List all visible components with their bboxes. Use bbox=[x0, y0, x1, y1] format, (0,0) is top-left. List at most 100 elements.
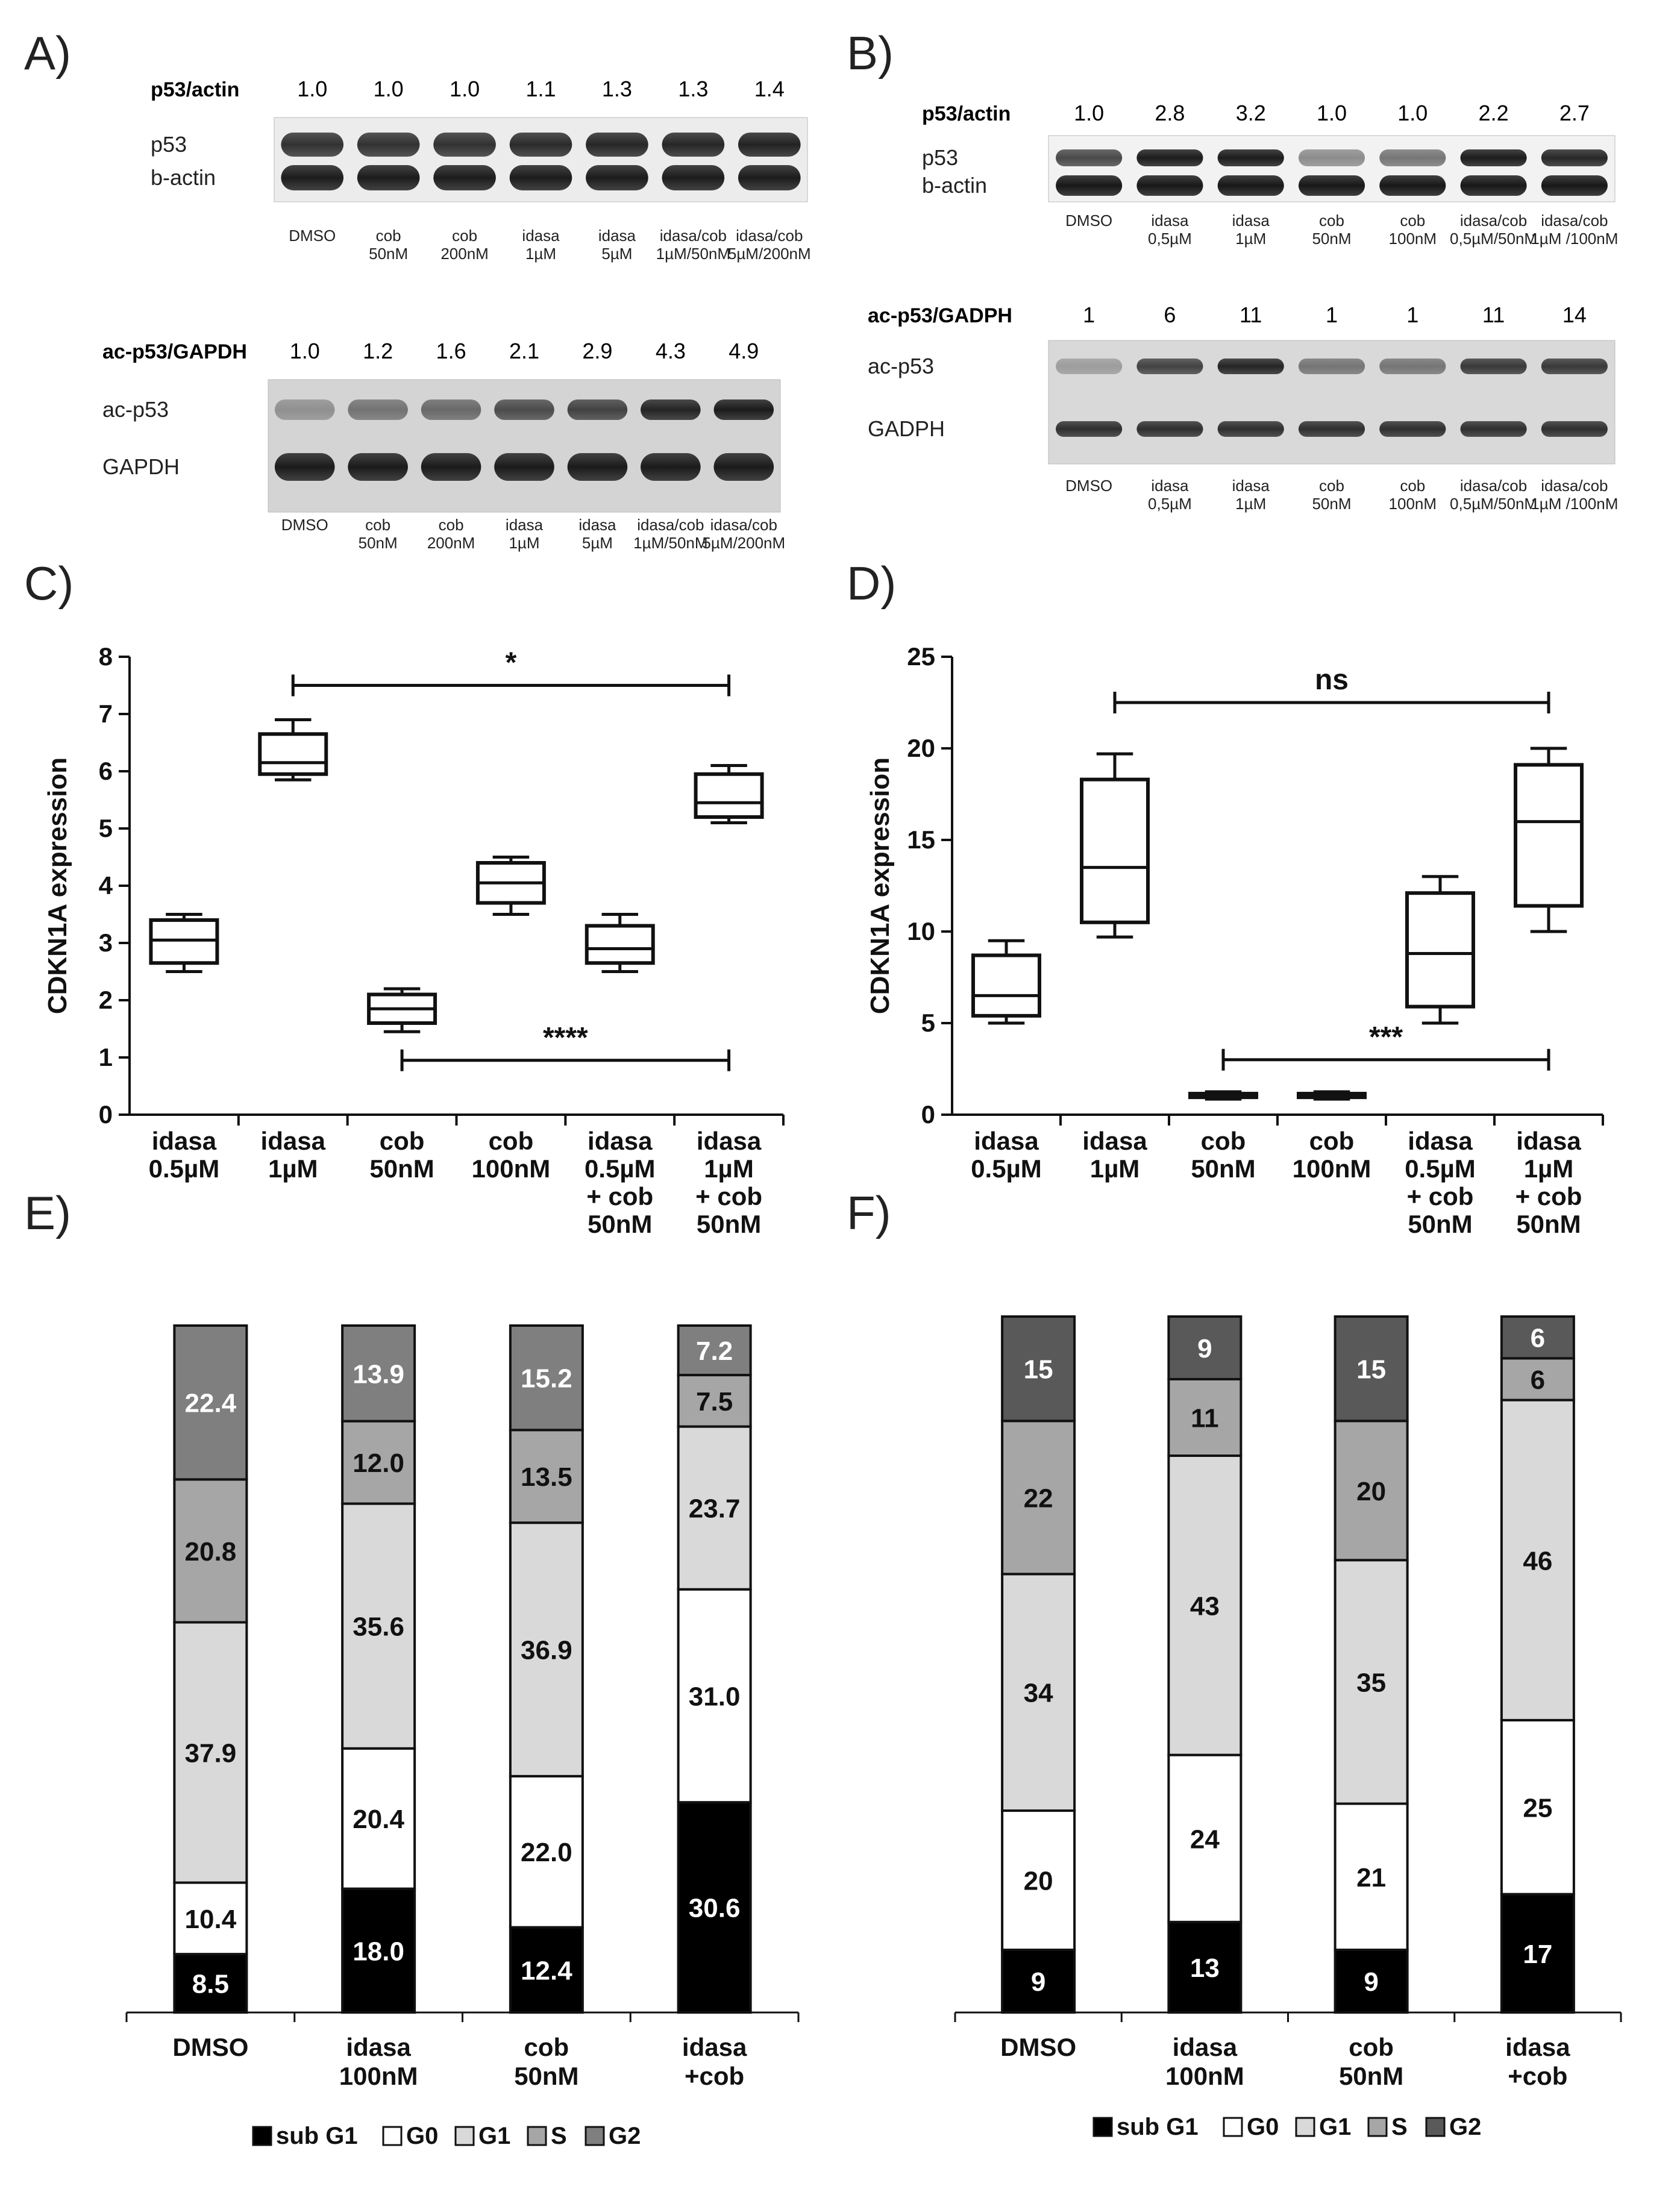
chartF-segment-label: 11 bbox=[1191, 1403, 1219, 1433]
blot-a2-lane-label: idasa/cob bbox=[637, 516, 704, 534]
chartE-segment bbox=[341, 1502, 416, 1750]
blot-b2-band bbox=[1217, 421, 1284, 437]
chartF-segment bbox=[1001, 1949, 1076, 2014]
blot-b1-band bbox=[1056, 175, 1123, 196]
blot-b2-band bbox=[1056, 421, 1123, 437]
chartE-segment-label: 13.5 bbox=[521, 1462, 572, 1492]
blot-b1-ratio-label: p53/actin bbox=[922, 102, 1011, 125]
chartE-segment bbox=[677, 1801, 752, 2014]
blot-a1-band-label: p53 bbox=[151, 132, 187, 157]
blot-b1-band bbox=[1298, 149, 1365, 166]
chartD-category-label: 0.5µM bbox=[1405, 1154, 1476, 1183]
blot-a1-lane-label: cob bbox=[376, 227, 401, 245]
blot-a1-lane-label: DMSO bbox=[289, 227, 336, 245]
blot-a2-lane-label: 50nM bbox=[359, 534, 398, 552]
chartF-segment bbox=[1334, 1559, 1409, 1805]
blot-a2-band-label: GAPDH bbox=[102, 454, 180, 479]
chartE-segment bbox=[173, 1881, 248, 1956]
chartD-y-tick-label: 25 bbox=[907, 642, 935, 671]
blot-a2-band bbox=[567, 399, 628, 420]
blot-b1-band bbox=[1379, 149, 1446, 166]
chartF-segment bbox=[1001, 1420, 1076, 1576]
chartE-segment bbox=[173, 1324, 248, 1481]
chartE-legend-label: S bbox=[551, 2123, 567, 2149]
chartC-category-label: idasa bbox=[697, 1127, 762, 1155]
blot-a2-lane-label: cob bbox=[365, 516, 390, 534]
blot-a1-ratio-value: 1.0 bbox=[450, 77, 480, 101]
blot-a1-band bbox=[433, 165, 496, 190]
chartC-y-tick-label: 2 bbox=[99, 986, 113, 1014]
blot-a2-ratio-value: 2.1 bbox=[509, 339, 539, 363]
blot-a1-lane-label: cob bbox=[452, 227, 477, 245]
chartE-segment-label: 30.6 bbox=[689, 1894, 741, 1923]
blot-a2-band bbox=[494, 453, 554, 481]
western-blots: p53/actin 1.0 1.0 1.0 1.1 1.3 1.3 1.4 p53 b-actin… bbox=[102, 77, 1618, 552]
blot-a1-band bbox=[738, 133, 801, 157]
blot-b2-band bbox=[1541, 421, 1608, 437]
blot-a1-ratio-label: p53/actin bbox=[151, 78, 239, 101]
blot-b2-ratio-value: 1 bbox=[1326, 302, 1338, 327]
blot-b2-lane-label: cob bbox=[1400, 477, 1425, 495]
chartF-segment-label: 34 bbox=[1024, 1679, 1053, 1708]
chartE-legend-label: G2 bbox=[609, 2123, 641, 2149]
blot-a1-lane-label: 1µM/50nM bbox=[656, 245, 730, 263]
chartE-segment-label: 23.7 bbox=[689, 1494, 741, 1524]
chartC-box bbox=[258, 732, 328, 776]
chartF-segment-label: 20 bbox=[1356, 1477, 1386, 1506]
blot-b1-lane-label: DMSO bbox=[1065, 211, 1112, 230]
blot-a2-band bbox=[641, 453, 701, 481]
chartE-segment bbox=[509, 1774, 584, 1929]
blot-a1-band bbox=[357, 133, 420, 157]
blot-b2-lane-label: 0,5µM bbox=[1148, 495, 1192, 513]
blot-a1-ratio-value: 1.3 bbox=[678, 77, 708, 101]
chartE-legend-swatch bbox=[527, 2126, 547, 2146]
blot-b2-lane-label: idasa bbox=[1232, 477, 1270, 495]
blot-a1-ratio-value: 1.0 bbox=[374, 77, 404, 101]
chartC-y-tick-label: 4 bbox=[99, 871, 113, 900]
panel-letter-a: A) bbox=[24, 27, 71, 80]
chartC-category-label: 1µM bbox=[704, 1154, 754, 1183]
chartF-category-label: cob bbox=[1349, 2033, 1394, 2061]
blot-a2-lane-label: 5µM bbox=[582, 534, 613, 552]
blot-a2-lane-label: DMSO bbox=[281, 516, 328, 534]
blot-b1-band bbox=[1136, 175, 1203, 196]
chartE-category-label: idasa bbox=[682, 2033, 747, 2061]
chartF-segment-label: 6 bbox=[1531, 1365, 1545, 1395]
blot-a2-band bbox=[421, 453, 481, 481]
chartD-category-label: cob bbox=[1201, 1127, 1246, 1155]
chartF-legend-label: G1 bbox=[1319, 2114, 1351, 2140]
chartE-segment bbox=[509, 1429, 584, 1524]
blot-a2-lane-label: idasa bbox=[578, 516, 616, 534]
blot-a2-band bbox=[567, 453, 628, 481]
chart-e-cell-cycle-stacked: 8.5 10.4 37.9 20.8 22.4 DMSO 18.0 20.4 35.6 12.0 1… bbox=[125, 1324, 800, 2149]
chartE-category-label: +cob bbox=[685, 2062, 744, 2090]
chartC-box bbox=[694, 772, 764, 819]
blot-b1-lane-label: idasa/cob bbox=[1460, 211, 1527, 230]
chartD-category-label: idasa bbox=[974, 1127, 1039, 1155]
chartE-segment-label: 35.6 bbox=[353, 1612, 404, 1642]
chartF-category-label: idasa bbox=[1505, 2033, 1570, 2061]
blot-b1-band bbox=[1136, 149, 1203, 166]
panel-letter-e: E) bbox=[24, 1186, 71, 1239]
blot-a1-band bbox=[662, 133, 725, 157]
blot-b1-lane-label: 1µM /100nM bbox=[1531, 230, 1618, 248]
blot-b1-lane-label: idasa bbox=[1232, 211, 1270, 230]
chartC-category-label: 0.5µM bbox=[585, 1154, 656, 1183]
blot-a2-band bbox=[348, 399, 408, 420]
chartE-category-label: 50nM bbox=[514, 2062, 578, 2090]
chartE-segment bbox=[509, 1324, 584, 1432]
blot-b2-lane-label: cob bbox=[1319, 477, 1344, 495]
chartE-category-label: idasa bbox=[346, 2033, 411, 2061]
chartF-segment-label: 35 bbox=[1356, 1668, 1386, 1697]
chartF-segment bbox=[1334, 1315, 1409, 1423]
chartC-category-label: + cob bbox=[586, 1182, 653, 1210]
chartD-box bbox=[1405, 891, 1475, 1009]
chartE-segment bbox=[173, 1621, 248, 1884]
blot-b2-lane-label: idasa/cob bbox=[1541, 477, 1608, 495]
blot-a1-ratio-value: 1.0 bbox=[297, 77, 327, 101]
blot-b1-band-label: b-actin bbox=[922, 173, 987, 198]
blot-b1-lane-label: idasa bbox=[1151, 211, 1189, 230]
chartF-legend-swatch bbox=[1295, 2117, 1315, 2137]
blot-b1-band bbox=[1460, 175, 1527, 196]
blot-b2-band bbox=[1379, 359, 1446, 374]
